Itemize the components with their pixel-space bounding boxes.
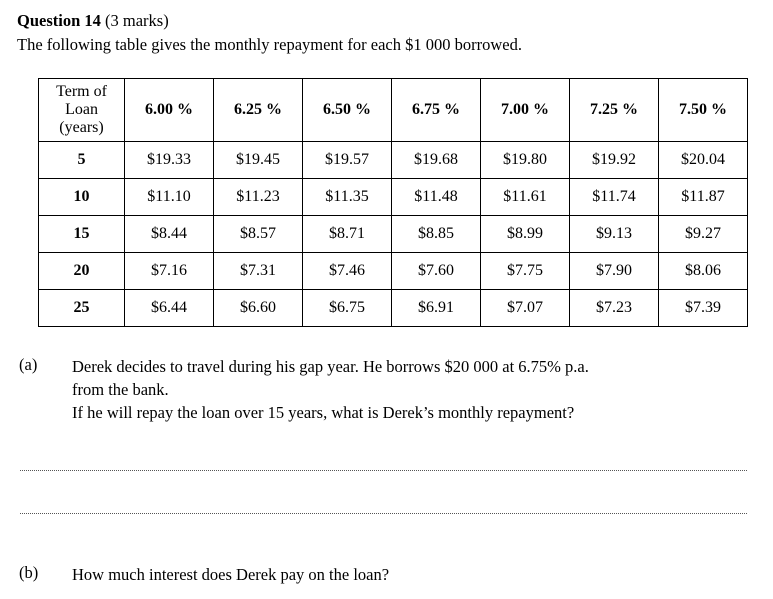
term-header-line: Term of bbox=[56, 83, 107, 101]
repayment-cell: $9.27 bbox=[658, 215, 748, 253]
table-row: 15 $8.44 $8.57 $8.71 $8.85 $8.99 $9.13 $… bbox=[38, 215, 748, 253]
answer-line[interactable] bbox=[20, 470, 747, 471]
part-a-line: Derek decides to travel during his gap y… bbox=[72, 357, 589, 376]
repayment-cell: $7.23 bbox=[569, 289, 659, 327]
part-a-line: from the bank. bbox=[72, 380, 169, 399]
repayment-cell: $8.57 bbox=[213, 215, 303, 253]
repayment-cell: $11.61 bbox=[480, 178, 570, 216]
question-marks: (3 marks) bbox=[105, 11, 169, 30]
repayment-cell: $8.44 bbox=[124, 215, 214, 253]
repayment-cell: $19.57 bbox=[302, 141, 392, 179]
repayment-cell: $19.68 bbox=[391, 141, 481, 179]
rate-header: 6.75 % bbox=[391, 78, 481, 142]
repayment-cell: $6.60 bbox=[213, 289, 303, 327]
term-header-line: (years) bbox=[59, 118, 104, 136]
repayment-cell: $7.16 bbox=[124, 252, 214, 290]
repayment-cell: $19.45 bbox=[213, 141, 303, 179]
part-b-text: How much interest does Derek pay on the … bbox=[72, 565, 390, 584]
repayment-cell: $8.85 bbox=[391, 215, 481, 253]
repayment-cell: $11.23 bbox=[213, 178, 303, 216]
repayment-cell: $7.60 bbox=[391, 252, 481, 290]
question-intro: The following table gives the monthly re… bbox=[17, 35, 522, 54]
repayment-cell: $11.10 bbox=[124, 178, 214, 216]
part-b-label: (b) bbox=[19, 563, 39, 582]
table-row: 20 $7.16 $7.31 $7.46 $7.60 $7.75 $7.90 $… bbox=[38, 252, 748, 290]
repayment-cell: $20.04 bbox=[658, 141, 748, 179]
repayment-cell: $11.35 bbox=[302, 178, 392, 216]
term-header-line: Loan bbox=[65, 101, 98, 119]
rate-header: 7.25 % bbox=[569, 78, 659, 142]
repayment-cell: $19.92 bbox=[569, 141, 659, 179]
table-row: 10 $11.10 $11.23 $11.35 $11.48 $11.61 $1… bbox=[38, 178, 748, 216]
repayment-cell: $8.99 bbox=[480, 215, 570, 253]
repayment-cell: $8.71 bbox=[302, 215, 392, 253]
part-a-line: If he will repay the loan over 15 years,… bbox=[72, 403, 575, 422]
term-cell: 5 bbox=[38, 141, 125, 179]
part-a-label: (a) bbox=[19, 355, 38, 374]
repayment-cell: $11.87 bbox=[658, 178, 748, 216]
repayment-cell: $11.48 bbox=[391, 178, 481, 216]
term-cell: 15 bbox=[38, 215, 125, 253]
term-cell: 10 bbox=[38, 178, 125, 216]
part-a-text: Derek decides to travel during his gap y… bbox=[72, 355, 712, 424]
repayment-cell: $11.74 bbox=[569, 178, 659, 216]
term-cell: 25 bbox=[38, 289, 125, 327]
repayment-cell: $19.33 bbox=[124, 141, 214, 179]
repayment-cell: $8.06 bbox=[658, 252, 748, 290]
repayment-cell: $7.39 bbox=[658, 289, 748, 327]
rate-header: 6.25 % bbox=[213, 78, 303, 142]
rate-header: 6.00 % bbox=[124, 78, 214, 142]
repayment-cell: $7.46 bbox=[302, 252, 392, 290]
repayment-cell: $9.13 bbox=[569, 215, 659, 253]
repayment-cell: $7.90 bbox=[569, 252, 659, 290]
rate-header: 6.50 % bbox=[302, 78, 392, 142]
repayment-cell: $19.80 bbox=[480, 141, 570, 179]
repayment-cell: $6.75 bbox=[302, 289, 392, 327]
repayment-cell: $7.07 bbox=[480, 289, 570, 327]
repayment-table: Term of Loan (years) 6.00 % 6.25 % 6.50 … bbox=[38, 78, 748, 327]
term-header: Term of Loan (years) bbox=[38, 78, 125, 142]
answer-line[interactable] bbox=[20, 513, 747, 514]
term-cell: 20 bbox=[38, 252, 125, 290]
table-header-row: Term of Loan (years) 6.00 % 6.25 % 6.50 … bbox=[38, 78, 748, 142]
table-row: 25 $6.44 $6.60 $6.75 $6.91 $7.07 $7.23 $… bbox=[38, 289, 748, 327]
repayment-cell: $7.75 bbox=[480, 252, 570, 290]
repayment-cell: $6.44 bbox=[124, 289, 214, 327]
question-heading: Question 14 (3 marks) bbox=[17, 11, 169, 31]
rate-header: 7.00 % bbox=[480, 78, 570, 142]
table-row: 5 $19.33 $19.45 $19.57 $19.68 $19.80 $19… bbox=[38, 141, 748, 179]
repayment-cell: $7.31 bbox=[213, 252, 303, 290]
question-number: Question 14 bbox=[17, 11, 101, 30]
repayment-cell: $6.91 bbox=[391, 289, 481, 327]
rate-header: 7.50 % bbox=[658, 78, 748, 142]
